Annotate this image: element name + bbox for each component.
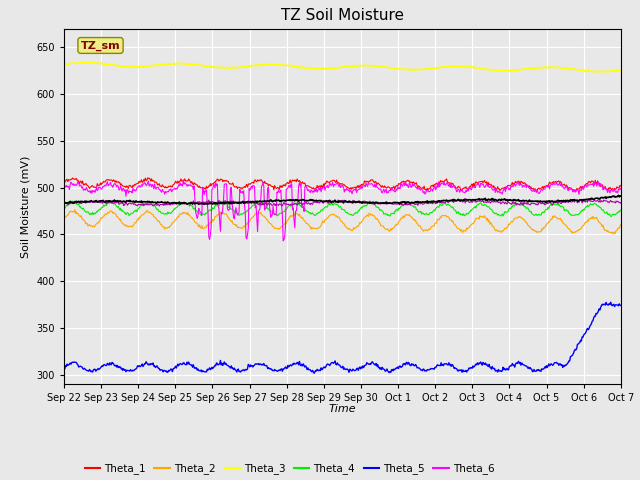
Theta_4 — [128, 210, 136, 216]
Theta_avg — [195, 202, 203, 207]
Theta_7 — [411, 202, 419, 207]
Theta_6 — [60, 186, 68, 192]
Theta_2 — [128, 224, 136, 230]
Theta_5 — [607, 300, 614, 305]
Theta_2 — [411, 218, 419, 224]
Theta_7 — [185, 201, 193, 206]
Theta_5 — [127, 368, 135, 373]
Theta_1 — [185, 176, 193, 182]
Theta_1 — [60, 179, 68, 184]
Theta_5 — [60, 365, 68, 371]
Theta_2 — [611, 231, 618, 237]
Theta_6 — [412, 184, 419, 190]
Theta_avg — [428, 199, 435, 205]
Line: Theta_avg: Theta_avg — [64, 195, 621, 204]
Line: Theta_2: Theta_2 — [64, 210, 621, 234]
Theta_6 — [617, 186, 625, 192]
Theta_7 — [156, 203, 163, 209]
X-axis label: Time: Time — [328, 405, 356, 414]
Theta_6 — [179, 178, 187, 183]
Theta_7 — [60, 200, 68, 205]
Theta_1 — [532, 188, 540, 193]
Theta_1 — [70, 176, 78, 182]
Line: Theta_4: Theta_4 — [64, 201, 621, 216]
Theta_avg — [614, 192, 622, 198]
Theta_7 — [428, 200, 435, 206]
Theta_4 — [214, 203, 222, 208]
Theta_7 — [127, 201, 135, 207]
Theta_5 — [70, 359, 78, 365]
Theta_7 — [461, 196, 468, 202]
Theta_3 — [60, 61, 68, 67]
Theta_4 — [71, 199, 79, 205]
Theta_4 — [617, 207, 625, 213]
Line: Theta_1: Theta_1 — [64, 178, 621, 191]
Text: TZ_sm: TZ_sm — [81, 40, 120, 50]
Theta_avg — [214, 200, 222, 206]
Theta_1 — [617, 183, 625, 189]
Line: Theta_6: Theta_6 — [64, 180, 621, 241]
Theta_2 — [214, 212, 222, 217]
Title: TZ Soil Moisture: TZ Soil Moisture — [281, 9, 404, 24]
Theta_4 — [428, 210, 435, 216]
Theta_6 — [428, 186, 436, 192]
Theta_4 — [185, 202, 193, 207]
Theta_2 — [428, 224, 435, 230]
Theta_2 — [71, 207, 79, 213]
Theta_3 — [214, 65, 222, 71]
Theta_avg — [411, 199, 419, 205]
Line: Theta_5: Theta_5 — [64, 302, 621, 373]
Theta_3 — [76, 60, 83, 65]
Theta_3 — [185, 61, 193, 67]
Theta_6 — [279, 238, 287, 244]
Theta_7 — [617, 201, 625, 206]
Theta_2 — [617, 222, 625, 228]
Theta_avg — [60, 199, 68, 205]
Theta_4 — [60, 206, 68, 212]
Theta_4 — [411, 204, 419, 209]
Line: Theta_3: Theta_3 — [64, 62, 621, 72]
Theta_3 — [70, 60, 78, 66]
Theta_6 — [185, 183, 193, 189]
Theta_4 — [68, 198, 76, 204]
Theta_avg — [70, 200, 78, 206]
Theta_7 — [214, 198, 222, 204]
Theta_5 — [184, 361, 192, 367]
Theta_4 — [607, 214, 615, 219]
Y-axis label: Soil Moisture (mV): Soil Moisture (mV) — [20, 155, 31, 258]
Theta_5 — [214, 360, 221, 366]
Theta_3 — [411, 67, 419, 72]
Theta_2 — [60, 216, 68, 222]
Theta_1 — [428, 183, 435, 189]
Theta_5 — [411, 363, 419, 369]
Theta_3 — [605, 69, 613, 75]
Theta_5 — [310, 371, 318, 376]
Theta_1 — [214, 177, 222, 182]
Theta_6 — [214, 204, 222, 209]
Theta_5 — [617, 302, 625, 308]
Theta_3 — [617, 68, 625, 73]
Theta_avg — [127, 199, 135, 204]
Theta_2 — [70, 209, 78, 215]
Theta_6 — [70, 183, 78, 189]
Theta_avg — [184, 201, 192, 206]
Theta_1 — [127, 184, 135, 190]
Theta_2 — [185, 212, 193, 218]
Theta_3 — [428, 65, 435, 71]
Theta_5 — [428, 366, 435, 372]
Theta_3 — [128, 64, 136, 70]
Theta_1 — [144, 175, 152, 181]
Theta_avg — [617, 193, 625, 199]
Theta_6 — [127, 189, 135, 194]
Theta_7 — [70, 200, 78, 205]
Line: Theta_7: Theta_7 — [64, 199, 621, 206]
Theta_1 — [411, 180, 419, 186]
